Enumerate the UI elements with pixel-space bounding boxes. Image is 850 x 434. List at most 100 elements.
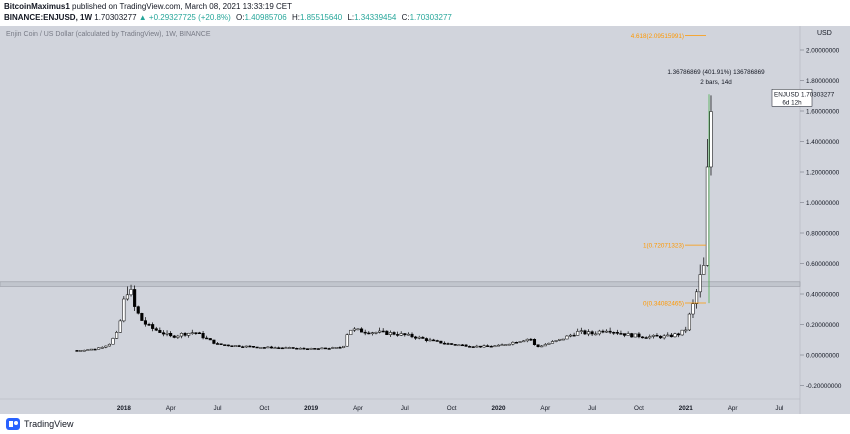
candle-body bbox=[648, 336, 652, 339]
candle-body bbox=[309, 348, 313, 350]
x-tick-label: 2019 bbox=[304, 405, 319, 412]
candle-body bbox=[100, 347, 104, 349]
candle-body bbox=[698, 274, 702, 293]
candle-body bbox=[604, 330, 609, 333]
candle-body bbox=[543, 344, 547, 347]
candle-body bbox=[687, 313, 691, 331]
candle-body bbox=[702, 265, 706, 275]
candle-body bbox=[392, 332, 396, 335]
candle-body bbox=[215, 343, 220, 345]
candle-body bbox=[363, 331, 367, 334]
candle-body bbox=[414, 336, 418, 339]
candle-body bbox=[677, 333, 681, 336]
bar-countdown: 6d 12h bbox=[782, 99, 802, 106]
support-zone bbox=[0, 281, 801, 287]
candle-body bbox=[313, 348, 317, 350]
candle-body bbox=[450, 343, 454, 345]
candle-body bbox=[125, 294, 129, 300]
x-tick-label: Jul bbox=[588, 405, 596, 412]
candle-body bbox=[331, 347, 335, 349]
candle-body bbox=[194, 332, 198, 334]
candle-body bbox=[262, 347, 266, 349]
candle-body bbox=[507, 343, 511, 346]
author-name[interactable]: BitcoinMaximus1 bbox=[4, 2, 70, 11]
candle-body bbox=[536, 344, 540, 347]
x-tick-label: 2020 bbox=[491, 405, 506, 412]
candle-body bbox=[594, 333, 598, 336]
candle-body bbox=[680, 329, 684, 336]
symbol-line: BINANCE:ENJUSD, 1W bbox=[4, 13, 93, 22]
candle-body bbox=[187, 332, 191, 336]
candle-body bbox=[410, 333, 414, 338]
candle-body bbox=[659, 335, 663, 339]
candle-body bbox=[161, 332, 166, 335]
candles bbox=[75, 95, 713, 352]
x-tick-label: Jul bbox=[401, 405, 409, 412]
x-tick-label: 2021 bbox=[679, 405, 694, 412]
candle-body bbox=[406, 333, 410, 336]
y-tick-label: 1.40000000 bbox=[806, 139, 840, 146]
low-label: L: bbox=[347, 13, 355, 22]
candle-body bbox=[529, 338, 533, 341]
candle-body bbox=[496, 344, 501, 347]
candle-body bbox=[561, 338, 565, 341]
high-label: H: bbox=[291, 13, 300, 22]
candle-body bbox=[421, 336, 425, 339]
x-tick-label: Apr bbox=[166, 405, 176, 412]
candle-body bbox=[374, 332, 378, 334]
candle-body bbox=[651, 334, 655, 337]
candle-body bbox=[514, 342, 519, 344]
y-tick-label: 1.20000000 bbox=[806, 170, 840, 177]
candle-body bbox=[493, 345, 497, 348]
chart-title: Enjin Coin / US Dollar (calculated by Tr… bbox=[6, 31, 211, 38]
candle-body bbox=[608, 330, 612, 333]
candle-body bbox=[284, 347, 288, 349]
y-tick-label: 0.60000000 bbox=[806, 261, 840, 268]
last-price-label-box bbox=[771, 89, 813, 107]
candle-body bbox=[385, 330, 389, 335]
candle-body bbox=[453, 344, 457, 346]
candle-body bbox=[280, 347, 284, 350]
candle-body bbox=[298, 347, 302, 350]
plot-background[interactable] bbox=[0, 26, 800, 414]
price-change: +0.29327725 (+20.8%) bbox=[148, 13, 231, 22]
candle-body bbox=[154, 328, 158, 331]
symbol-info: BINANCE:ENJUSD, 1W 1.70303277 ▲ +0.29327… bbox=[4, 13, 452, 22]
x-tick-label: Apr bbox=[353, 405, 363, 412]
candle-body bbox=[75, 350, 79, 352]
candle-body bbox=[136, 306, 140, 314]
low-value: 1.34339454 bbox=[354, 13, 397, 22]
candle-body bbox=[691, 303, 695, 315]
candle-body bbox=[179, 333, 184, 337]
candle-body bbox=[201, 333, 205, 339]
close-value: 1.70303277 bbox=[409, 13, 452, 22]
candle-body bbox=[86, 349, 90, 351]
candle-body bbox=[230, 345, 234, 347]
y-tick-label: 0.40000000 bbox=[806, 292, 840, 299]
y-tick-label: -0.20000000 bbox=[806, 383, 842, 390]
chart-area[interactable]: 4.618(2.09515991) 1(0.72071323) 0(0.340824… bbox=[0, 26, 850, 414]
candle-body bbox=[356, 328, 360, 331]
price-chart[interactable]: 4.618(2.09515991) 1(0.72071323) 0(0.340824… bbox=[0, 26, 850, 414]
x-tick-label: Jul bbox=[213, 405, 221, 412]
candle-body bbox=[151, 324, 155, 329]
y-tick-label: 0.20000000 bbox=[806, 322, 840, 329]
footer-brand[interactable]: TradingView bbox=[24, 419, 74, 429]
candle-body bbox=[586, 331, 591, 335]
candle-body bbox=[464, 344, 468, 347]
open-value: 1.40985706 bbox=[244, 13, 287, 22]
candle-body bbox=[197, 332, 202, 335]
candle-body bbox=[352, 328, 356, 331]
candle-body bbox=[79, 350, 83, 352]
candle-body bbox=[140, 313, 144, 321]
candle-body bbox=[705, 166, 709, 266]
change-arrow-icon: ▲ bbox=[138, 13, 147, 22]
candle-body bbox=[205, 337, 209, 340]
tradingview-logo-icon[interactable] bbox=[6, 418, 20, 430]
candle-body bbox=[428, 339, 432, 342]
candle-body bbox=[93, 348, 97, 351]
candle-body bbox=[460, 344, 464, 347]
last-price-label: ENJUSD 1.70303277 bbox=[774, 91, 835, 98]
candle-body bbox=[82, 349, 86, 352]
x-tick-label: Jul bbox=[775, 405, 783, 412]
